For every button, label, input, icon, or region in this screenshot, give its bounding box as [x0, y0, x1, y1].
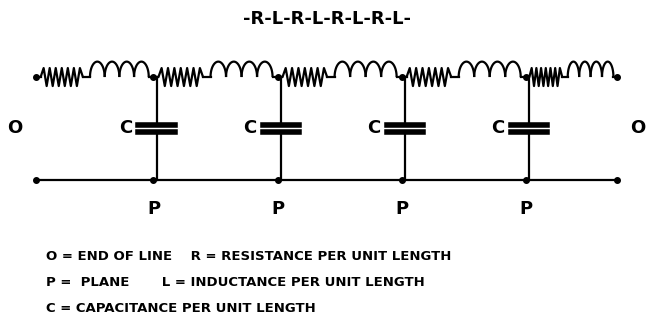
- Text: P: P: [395, 200, 408, 218]
- Text: C: C: [119, 119, 133, 137]
- Text: C: C: [244, 119, 257, 137]
- Text: P: P: [519, 200, 532, 218]
- Text: C: C: [368, 119, 381, 137]
- Text: O: O: [630, 119, 646, 137]
- Text: -R-L-R-L-R-L-R-L-: -R-L-R-L-R-L-R-L-: [242, 10, 411, 28]
- Text: P: P: [147, 200, 160, 218]
- Text: P: P: [271, 200, 284, 218]
- Text: O: O: [7, 119, 23, 137]
- Text: C = CAPACITANCE PER UNIT LENGTH: C = CAPACITANCE PER UNIT LENGTH: [46, 302, 315, 315]
- Text: O = END OF LINE    R = RESISTANCE PER UNIT LENGTH: O = END OF LINE R = RESISTANCE PER UNIT …: [46, 250, 451, 263]
- Text: C: C: [492, 119, 505, 137]
- Text: P =  PLANE       L = INDUCTANCE PER UNIT LENGTH: P = PLANE L = INDUCTANCE PER UNIT LENGTH: [46, 276, 424, 289]
